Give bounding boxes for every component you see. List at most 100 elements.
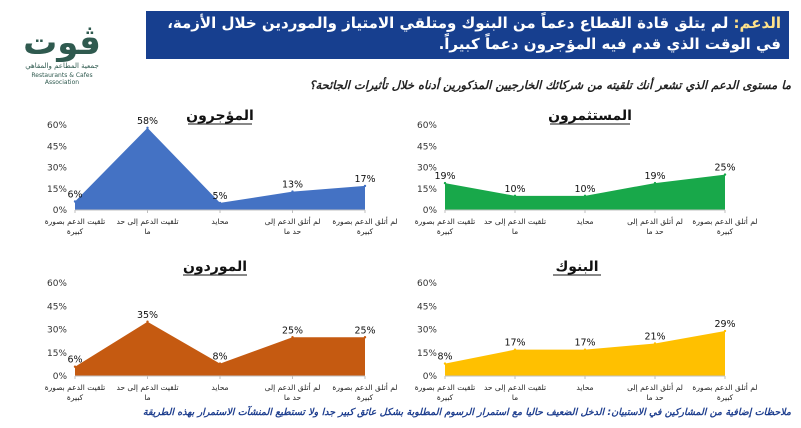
x-category-label: كبيرة bbox=[357, 393, 374, 402]
data-point bbox=[443, 362, 447, 365]
y-tick-label: 30% bbox=[417, 326, 437, 336]
data-label: 17% bbox=[504, 338, 525, 349]
data-point bbox=[291, 336, 294, 339]
y-tick-label: 60% bbox=[417, 121, 437, 131]
y-tick-label: 30% bbox=[417, 164, 437, 174]
x-category-label: لم أتلق الدعم بصورة bbox=[692, 216, 757, 226]
x-category-label: تلقيت الدعم بصورة bbox=[45, 217, 106, 226]
logo-english-name: Restaurants & Cafes Association bbox=[31, 72, 93, 86]
x-category-label: لم أتلق الدعم إلى bbox=[265, 382, 321, 392]
data-point bbox=[218, 362, 222, 365]
y-tick-label: 45% bbox=[47, 302, 67, 312]
data-point bbox=[363, 184, 367, 188]
x-category-label: لم أتلق الدعم إلى bbox=[627, 382, 683, 392]
x-category-label: محايد bbox=[211, 383, 228, 392]
data-label: 5% bbox=[212, 191, 227, 202]
x-category-label: محايد bbox=[211, 217, 228, 226]
x-category-label: حد ما bbox=[646, 227, 664, 236]
data-label: 8% bbox=[212, 352, 227, 363]
y-tick-label: 15% bbox=[417, 185, 437, 195]
x-category-label: لم أتلق الدعم إلى bbox=[265, 216, 321, 226]
y-tick-label: 60% bbox=[417, 279, 437, 289]
survey-question: ما مستوى الدعم الذي تشعر أنك تلقيته من ش… bbox=[309, 78, 791, 92]
data-label: 19% bbox=[434, 171, 455, 182]
data-label: 8% bbox=[437, 352, 452, 363]
x-category-label: ما bbox=[144, 227, 150, 236]
chart-title: الموردون bbox=[183, 259, 247, 275]
data-point bbox=[73, 365, 77, 368]
x-category-label: تلقيت الدعم إلى حد bbox=[484, 383, 546, 392]
y-tick-label: 0% bbox=[423, 206, 438, 216]
x-category-label: محايد bbox=[576, 217, 593, 226]
data-label: 10% bbox=[504, 184, 525, 195]
y-tick-label: 0% bbox=[53, 372, 68, 382]
y-tick-label: 60% bbox=[47, 279, 67, 289]
y-tick-label: 15% bbox=[47, 349, 67, 359]
x-category-label: كبيرة bbox=[437, 393, 454, 402]
x-category-label: ما bbox=[144, 393, 150, 402]
x-category-label: تلقيت الدعم إلى حد bbox=[116, 217, 178, 226]
data-point bbox=[513, 194, 517, 198]
y-tick-label: 45% bbox=[47, 142, 67, 152]
x-category-label: كبيرة bbox=[357, 227, 374, 236]
data-point bbox=[723, 329, 727, 333]
x-category-label: لم أتلق الدعم بصورة bbox=[332, 382, 397, 392]
data-label: 6% bbox=[67, 190, 82, 201]
data-label: 21% bbox=[644, 331, 665, 342]
data-point bbox=[146, 320, 149, 323]
x-category-label: كبيرة bbox=[67, 393, 84, 402]
data-label: 25% bbox=[354, 325, 375, 336]
chart-title: البنوك bbox=[555, 259, 598, 275]
y-tick-label: 45% bbox=[417, 302, 437, 312]
series-area bbox=[75, 321, 365, 376]
data-label: 25% bbox=[714, 163, 735, 174]
x-category-label: تلقيت الدعم إلى حد bbox=[484, 217, 546, 226]
data-label: 10% bbox=[574, 184, 595, 195]
x-category-label: لم أتلق الدعم بصورة bbox=[332, 216, 397, 226]
x-category-label: كبيرة bbox=[67, 227, 84, 236]
y-tick-label: 15% bbox=[417, 349, 437, 359]
x-category-label: كبيرة bbox=[717, 227, 734, 236]
data-label: 25% bbox=[282, 325, 303, 336]
data-point bbox=[583, 348, 587, 351]
x-category-label: حد ما bbox=[284, 227, 302, 236]
logo-glyph: ڤوت bbox=[23, 23, 101, 62]
y-tick-label: 0% bbox=[53, 206, 68, 216]
footnote: ملاحظات إضافية من المشاركين في الاستبيان… bbox=[142, 407, 791, 418]
x-category-label: ما bbox=[512, 393, 518, 402]
x-category-label: كبيرة bbox=[717, 393, 734, 402]
data-point bbox=[73, 200, 77, 203]
chart-title: المستثمرون bbox=[548, 108, 632, 124]
y-tick-label: 60% bbox=[47, 121, 67, 131]
x-category-label: تلقيت الدعم بصورة bbox=[45, 383, 106, 392]
series-area bbox=[445, 331, 725, 376]
y-tick-label: 30% bbox=[47, 164, 67, 174]
x-category-label: تلقيت الدعم إلى حد bbox=[116, 383, 178, 392]
x-category-label: ما bbox=[512, 227, 518, 236]
data-label: 19% bbox=[644, 171, 665, 182]
data-label: 29% bbox=[714, 319, 735, 330]
y-tick-label: 45% bbox=[417, 142, 437, 152]
title-banner: الدعم: لم يتلق قادة القطاع دعماً من البن… bbox=[146, 11, 789, 59]
data-point bbox=[723, 173, 727, 176]
data-point bbox=[291, 190, 294, 193]
data-label: 6% bbox=[67, 355, 82, 366]
data-point bbox=[583, 194, 587, 198]
data-label: 17% bbox=[354, 174, 375, 185]
x-category-label: كبيرة bbox=[437, 227, 454, 236]
banner-lead: الدعم: bbox=[733, 14, 781, 32]
x-category-label: محايد bbox=[576, 383, 593, 392]
data-point bbox=[513, 348, 517, 351]
y-tick-label: 0% bbox=[423, 372, 438, 382]
x-category-label: لم أتلق الدعم بصورة bbox=[692, 382, 757, 392]
data-label: 35% bbox=[137, 310, 158, 321]
x-category-label: حد ما bbox=[646, 393, 664, 402]
data-point bbox=[443, 181, 447, 185]
logo-mark-icon: ڤوت bbox=[23, 23, 101, 63]
data-label: 17% bbox=[574, 338, 595, 349]
x-category-label: تلقيت الدعم بصورة bbox=[415, 217, 476, 226]
y-tick-label: 30% bbox=[47, 326, 67, 336]
banner-text: لم يتلق قادة القطاع دعماً من البنوك ومتل… bbox=[167, 14, 781, 53]
x-category-label: تلقيت الدعم بصورة bbox=[415, 383, 476, 392]
